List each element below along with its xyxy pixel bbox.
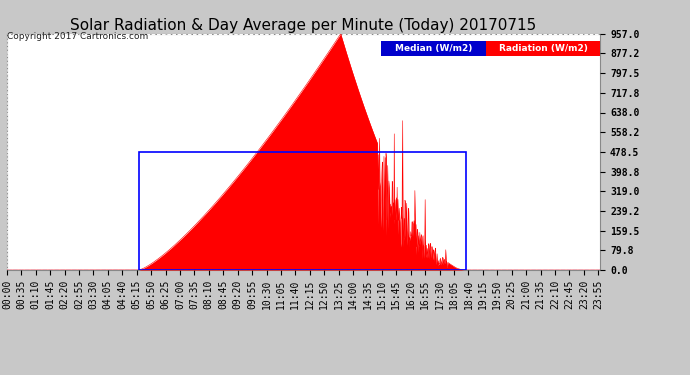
Title: Solar Radiation & Day Average per Minute (Today) 20170715: Solar Radiation & Day Average per Minute…	[70, 18, 537, 33]
Bar	[139, 152, 466, 270]
Text: Copyright 2017 Cartronics.com: Copyright 2017 Cartronics.com	[7, 32, 148, 41]
